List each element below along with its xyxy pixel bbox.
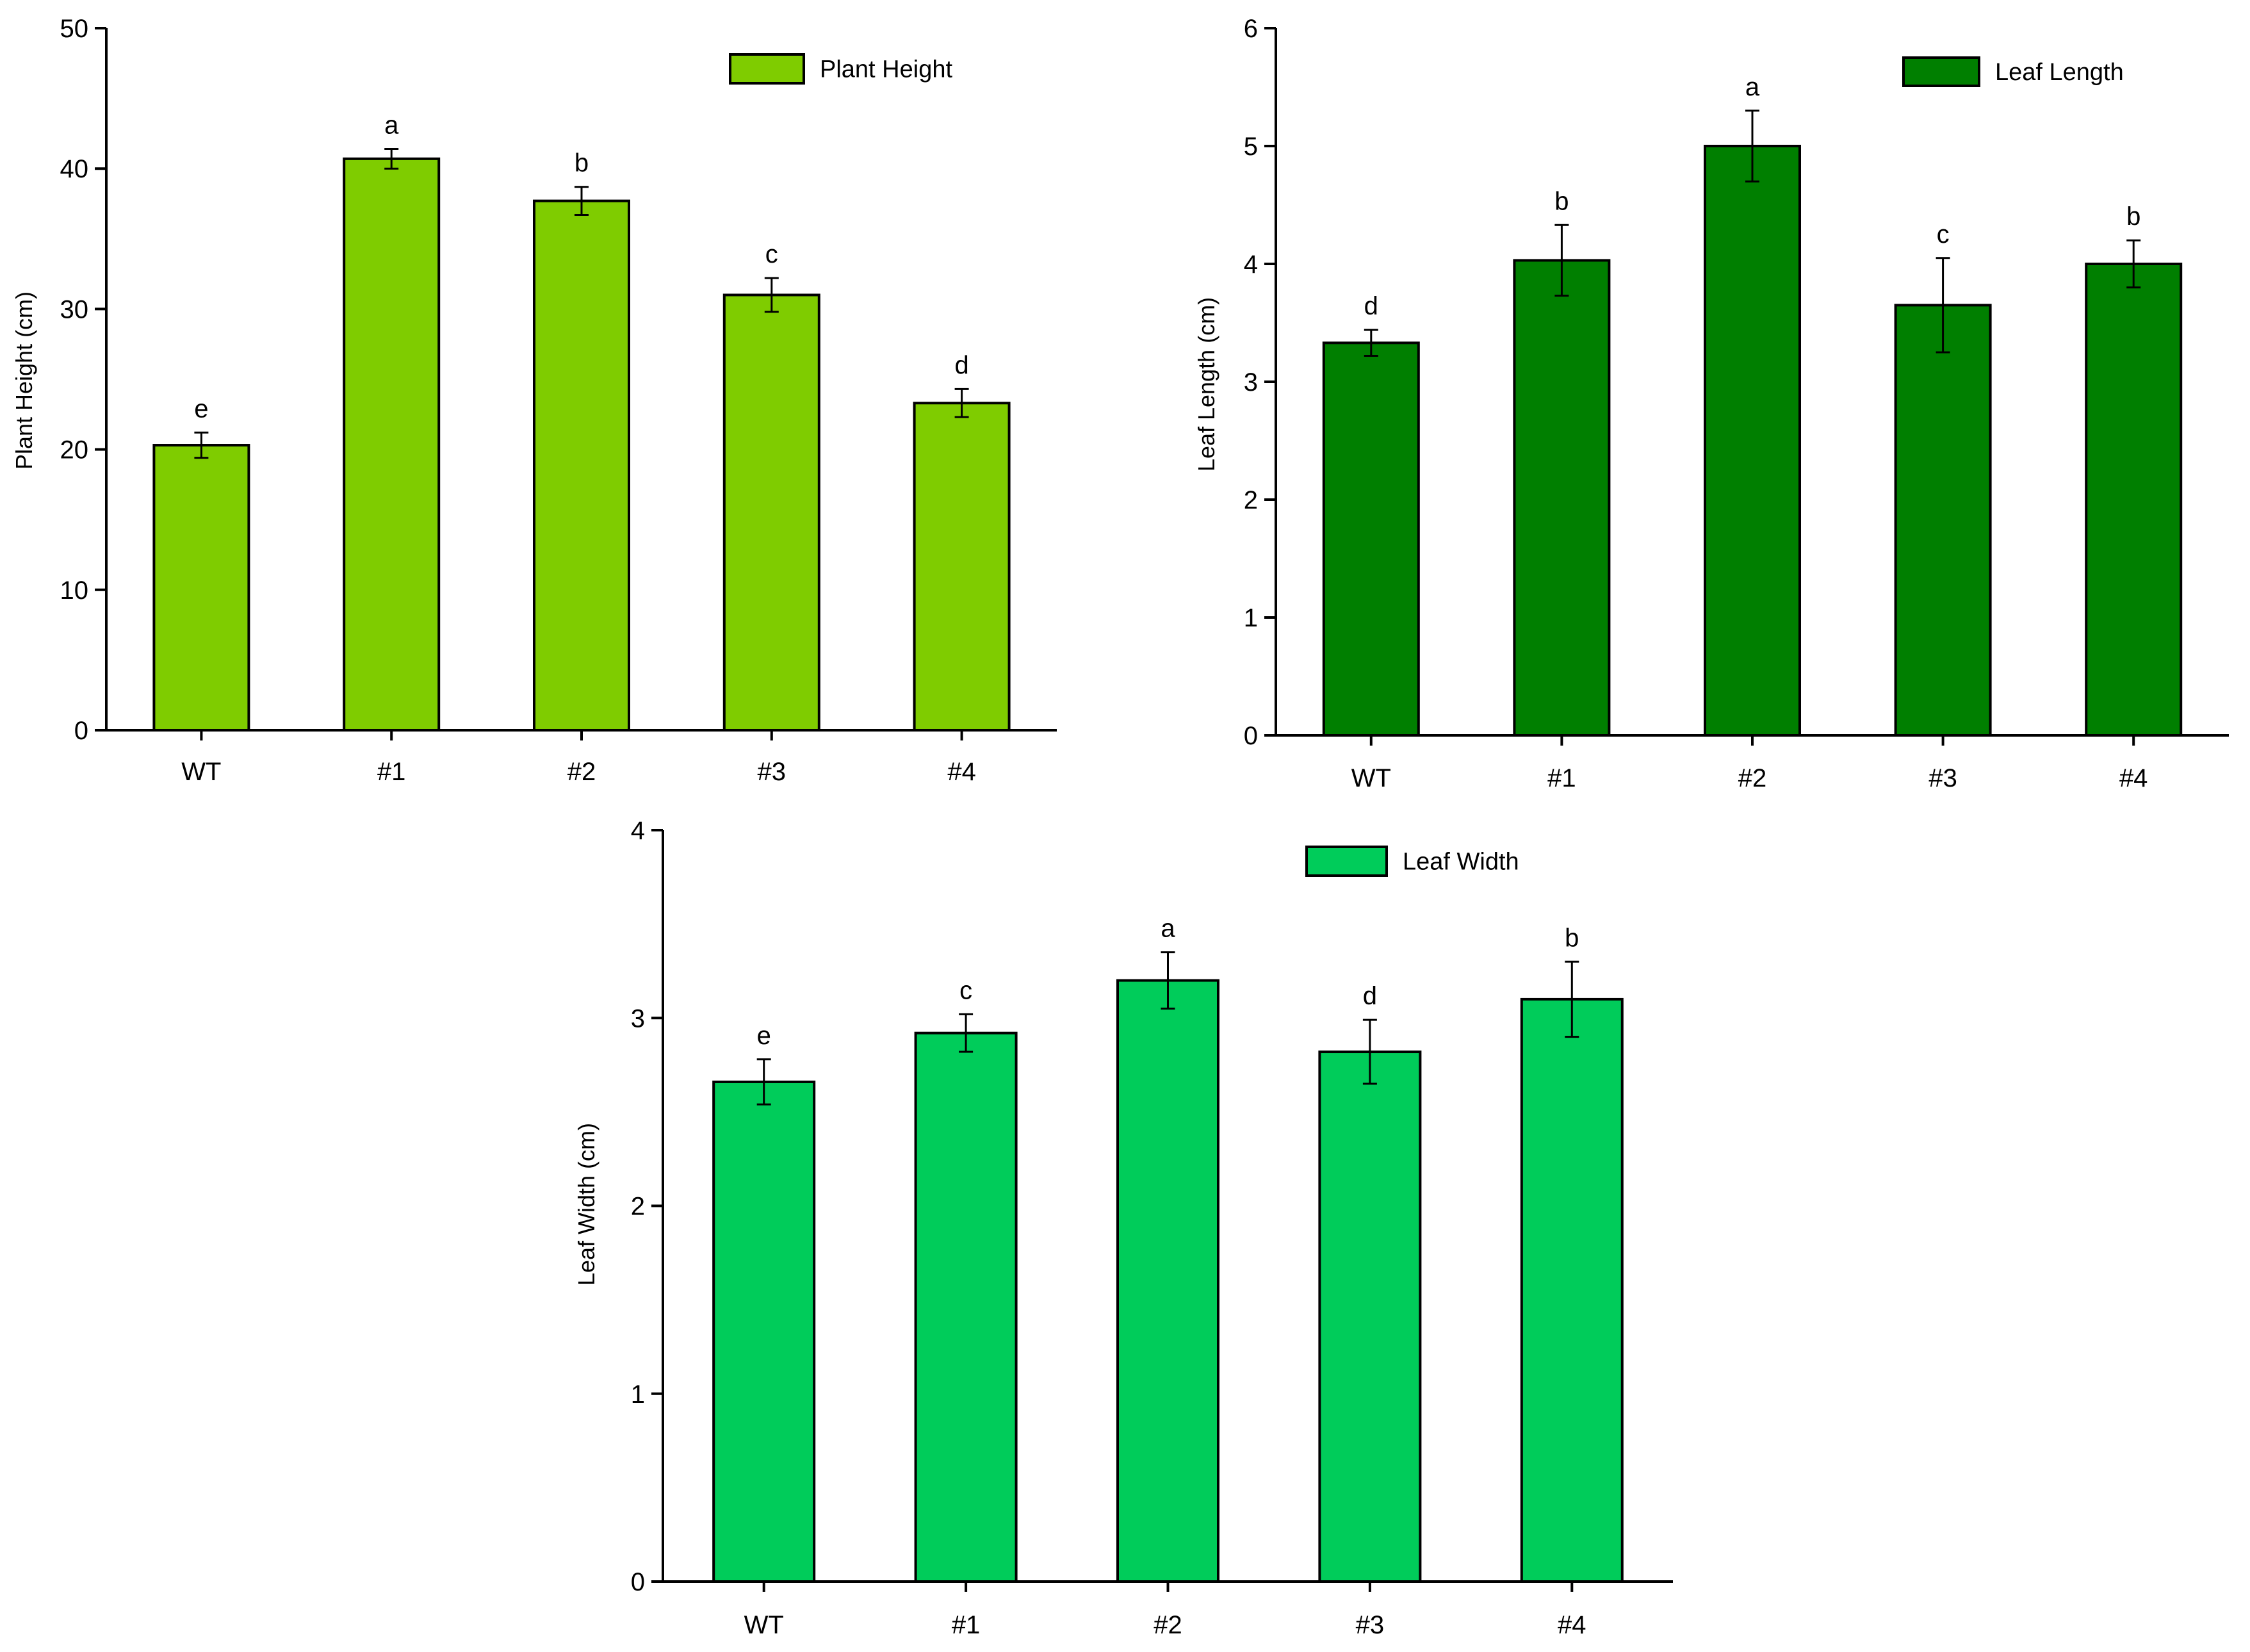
significance-letter: b bbox=[575, 149, 589, 177]
x-tick-label: #2 bbox=[567, 758, 596, 786]
x-tick-label: #1 bbox=[377, 758, 406, 786]
bar bbox=[1322, 341, 1420, 737]
x-tick-label: #4 bbox=[1558, 1611, 1586, 1639]
x-tick-label: #1 bbox=[952, 1611, 981, 1639]
bar bbox=[2085, 263, 2183, 737]
legend-label: Plant Height bbox=[820, 56, 952, 83]
legend-swatch bbox=[729, 53, 805, 85]
bar bbox=[712, 1080, 816, 1583]
y-tick-label: 1 bbox=[1244, 604, 1258, 632]
significance-letter: b bbox=[1554, 187, 1569, 215]
bar bbox=[1704, 145, 1801, 737]
significance-letter: d bbox=[954, 351, 968, 379]
x-tick-label: #3 bbox=[1928, 764, 1957, 792]
y-tick-label: 1 bbox=[631, 1380, 645, 1409]
significance-letter: c bbox=[765, 240, 778, 268]
y-tick-label: 0 bbox=[74, 717, 88, 745]
y-tick-label: 20 bbox=[60, 436, 89, 464]
y-axis-title: Plant Height (cm) bbox=[11, 291, 37, 470]
x-tick-label: #4 bbox=[2119, 764, 2148, 792]
y-tick-label: 50 bbox=[60, 15, 89, 43]
bar bbox=[913, 402, 1011, 732]
x-tick-label: WT bbox=[1351, 764, 1391, 792]
y-tick-label: 6 bbox=[1244, 15, 1258, 43]
significance-letter: c bbox=[959, 976, 972, 1004]
chart-leaf-width: 0 1 2 3 4 Leaf Width (cm) e WT c #1 a #2 d #3 b #4 Leaf … bbox=[573, 817, 1673, 1639]
significance-letter: d bbox=[1364, 292, 1378, 320]
legend-label: Leaf Width bbox=[1403, 849, 1519, 876]
y-tick-label: 10 bbox=[60, 577, 89, 605]
x-tick-label: #4 bbox=[947, 758, 976, 786]
y-tick-label: 5 bbox=[1244, 133, 1258, 161]
y-axis-title: Leaf Width (cm) bbox=[573, 1123, 599, 1286]
y-tick-label: 0 bbox=[631, 1568, 645, 1596]
legend-label: Leaf Length bbox=[1995, 59, 2124, 86]
significance-letter: a bbox=[1745, 73, 1760, 101]
y-tick-label: 4 bbox=[1244, 250, 1258, 279]
bar bbox=[1520, 997, 1624, 1583]
x-tick-label: #2 bbox=[1738, 764, 1767, 792]
bar bbox=[152, 444, 250, 732]
legend-swatch bbox=[1305, 846, 1388, 877]
y-tick-label: 2 bbox=[631, 1193, 645, 1221]
x-tick-label: #1 bbox=[1547, 764, 1576, 792]
chart-leaf-length: 0 1 2 3 4 5 6 Leaf Length (cm) d WT b #1 a #2 c #3 b #4 Le… bbox=[1193, 15, 2229, 792]
significance-letter: c bbox=[1937, 220, 1950, 249]
y-tick-label: 0 bbox=[1244, 722, 1258, 750]
significance-letter: b bbox=[2126, 202, 2140, 231]
significance-letter: e bbox=[194, 395, 208, 423]
y-tick-label: 3 bbox=[1244, 368, 1258, 397]
chart-plant-height: 0 10 20 30 40 50 Plant Height (cm) e WT a #1 b #2 c #3… bbox=[11, 15, 1057, 786]
x-tick-label: WT bbox=[744, 1611, 784, 1639]
bar bbox=[722, 293, 820, 732]
bar bbox=[1894, 304, 1992, 737]
significance-letter: b bbox=[1565, 924, 1579, 952]
x-tick-label: #3 bbox=[758, 758, 787, 786]
significance-letter: a bbox=[1161, 915, 1175, 943]
y-tick-label: 30 bbox=[60, 295, 89, 323]
y-tick-label: 4 bbox=[631, 817, 645, 845]
x-tick-label: WT bbox=[181, 758, 221, 786]
significance-letter: d bbox=[1363, 982, 1377, 1010]
y-tick-label: 40 bbox=[60, 155, 89, 183]
bar bbox=[533, 199, 630, 732]
bar bbox=[1513, 259, 1611, 737]
significance-letter: a bbox=[384, 111, 399, 140]
x-tick-label: #3 bbox=[1356, 1611, 1385, 1639]
significance-letter: e bbox=[757, 1022, 771, 1050]
legend-swatch bbox=[1902, 56, 1980, 87]
y-axis-title: Leaf Length (cm) bbox=[1193, 297, 1219, 471]
x-tick-label: #2 bbox=[1154, 1611, 1182, 1639]
bar bbox=[1318, 1051, 1422, 1583]
y-tick-label: 3 bbox=[631, 1004, 645, 1033]
bar bbox=[1116, 979, 1219, 1583]
bar bbox=[343, 157, 441, 732]
bar bbox=[914, 1031, 1018, 1583]
y-tick-label: 2 bbox=[1244, 486, 1258, 514]
